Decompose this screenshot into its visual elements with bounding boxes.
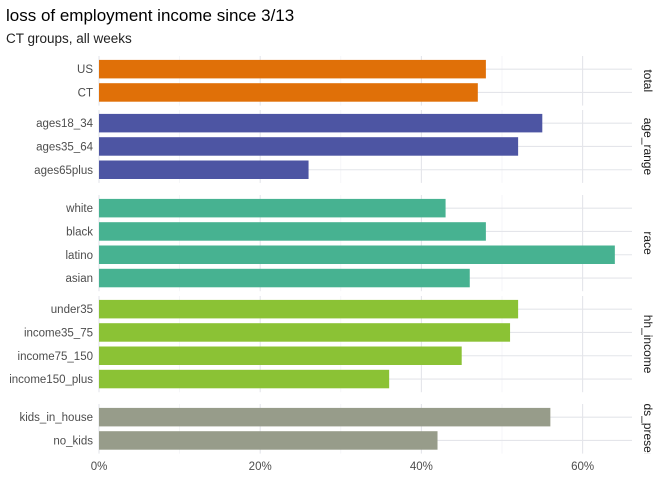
- bar-income75_150: [99, 346, 462, 365]
- bar-income35_75: [99, 323, 511, 342]
- bar-black: [99, 222, 486, 241]
- x-axis: 0% 20% 40% 60%: [91, 461, 594, 473]
- x-tick-label: 0%: [91, 461, 108, 473]
- strip-label-ids_preser: ids_preser: [641, 401, 655, 457]
- panel-hh_income: under35 income35_75 income75_150 income150_…: [9, 296, 655, 393]
- bar-ages35_64: [99, 137, 519, 156]
- bar-income150_plus: [99, 369, 390, 389]
- category-label-black: black: [66, 226, 93, 238]
- bar-US: [99, 59, 486, 79]
- bar-under35: [99, 299, 519, 319]
- category-label-latino: latino: [66, 250, 94, 262]
- strip-label-age_range: age_range: [641, 118, 655, 176]
- category-label-white: white: [65, 203, 93, 215]
- category-label-CT: CT: [78, 87, 93, 99]
- category-label-ages18_34: ages18_34: [36, 118, 94, 130]
- bar-asian: [99, 268, 470, 288]
- category-label-income35_75: income35_75: [24, 327, 93, 339]
- panel-ids_preser: kids_in_house no_kids ids_preser: [19, 401, 655, 457]
- category-label-US: US: [77, 64, 93, 76]
- category-label-income150_plus: income150_plus: [9, 374, 93, 386]
- strip-label-total: total: [641, 69, 655, 92]
- chart-title: loss of employment income since 3/13: [6, 6, 294, 25]
- bar-latino: [99, 245, 615, 264]
- chart-subtitle: CT groups, all weeks: [6, 31, 132, 46]
- strip-label-hh_income: hh_income: [641, 315, 655, 374]
- x-tick-label: 60%: [571, 461, 594, 473]
- bar-no_kids: [99, 431, 438, 450]
- x-tick-label: 40%: [410, 461, 433, 473]
- category-label-asian: asian: [66, 273, 94, 285]
- category-label-ages35_64: ages35_64: [36, 141, 94, 153]
- bar-white: [99, 198, 446, 218]
- panel-age_range: ages18_34 ages35_64 ages65plus age_range: [34, 110, 655, 183]
- panel-total: US CT total: [77, 56, 655, 106]
- category-label-income75_150: income75_150: [18, 351, 93, 363]
- bar-ages18_34: [99, 113, 543, 133]
- panel-race: white black latino asian race: [65, 195, 655, 292]
- x-tick-label: 20%: [249, 461, 272, 473]
- category-label-under35: under35: [51, 304, 93, 316]
- bar-ages65plus: [99, 160, 309, 179]
- bar-kids_in_house: [99, 407, 551, 427]
- category-label-no_kids: no_kids: [53, 435, 93, 447]
- bar-CT: [99, 83, 478, 102]
- category-label-kids_in_house: kids_in_house: [19, 412, 93, 424]
- strip-label-race: race: [641, 231, 655, 255]
- category-label-ages65plus: ages65plus: [34, 165, 93, 177]
